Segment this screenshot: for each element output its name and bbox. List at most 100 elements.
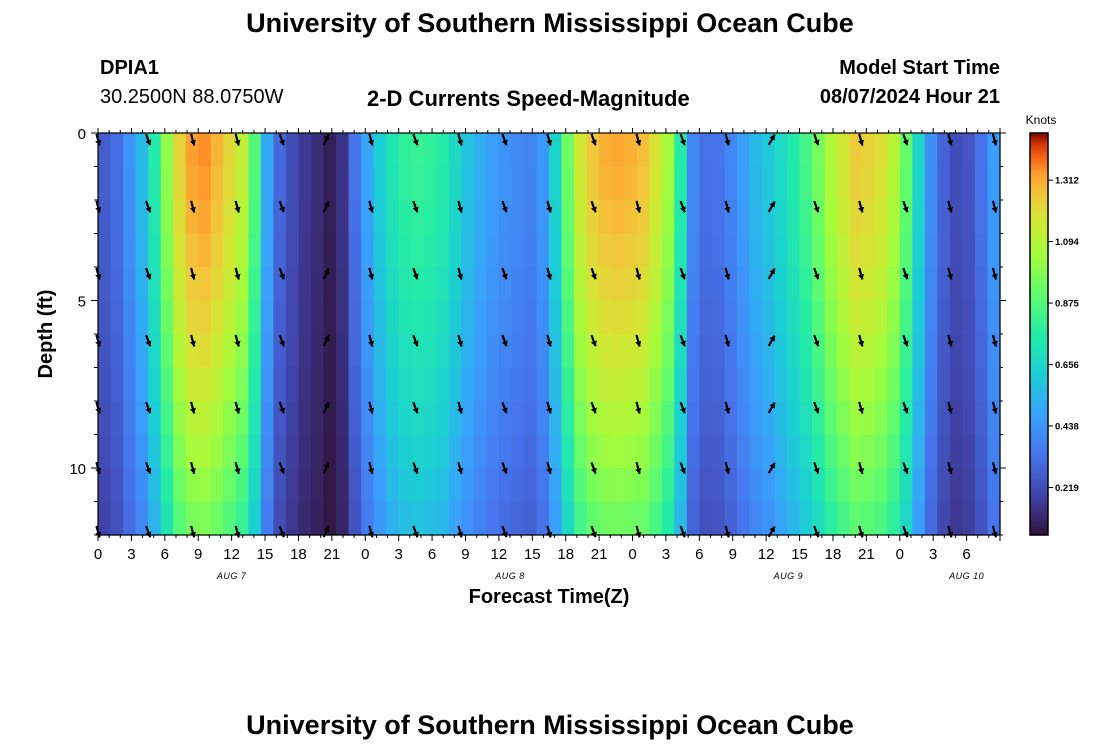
heatmap-cell <box>210 200 224 235</box>
heatmap-cell <box>924 468 938 503</box>
heatmap-cell <box>812 166 826 201</box>
heatmap-cell <box>874 468 888 503</box>
heatmap-cell <box>899 501 913 536</box>
heatmap-cell <box>912 166 926 201</box>
current-vector <box>189 200 196 213</box>
heatmap-cell <box>787 267 801 302</box>
heatmap-cell <box>185 468 199 503</box>
heatmap-cell <box>361 300 375 335</box>
heatmap-cell <box>949 434 964 469</box>
heatmap-cell <box>761 434 776 469</box>
heatmap-cell <box>523 267 538 302</box>
heatmap-cell <box>248 501 262 536</box>
heatmap-cell <box>223 200 237 235</box>
heatmap-cell <box>336 501 350 536</box>
heatmap-cell <box>962 501 976 536</box>
heatmap-cell <box>173 367 187 402</box>
heatmap-cell <box>962 334 976 369</box>
heatmap-cell <box>486 133 500 168</box>
heatmap-cell <box>436 334 450 369</box>
heatmap-cell <box>949 334 964 369</box>
heatmap-cell <box>511 434 525 469</box>
heatmap-cell <box>561 367 575 402</box>
heatmap-cell <box>686 367 700 402</box>
heatmap-cell <box>373 267 387 302</box>
current-vector <box>322 200 330 213</box>
heatmap-cell <box>812 367 826 402</box>
current-vector <box>767 200 776 213</box>
heatmap-cell <box>260 468 274 503</box>
heatmap-cell <box>887 233 901 268</box>
heatmap-cell <box>649 434 663 469</box>
heatmap-cell <box>974 434 989 469</box>
heatmap-cell <box>899 233 913 268</box>
heatmap-cell <box>310 233 325 268</box>
current-vector <box>947 200 954 213</box>
heatmap-cell <box>398 133 412 168</box>
current-vector <box>991 133 998 146</box>
heatmap-cell <box>649 401 663 436</box>
date-label: AUG 8 <box>494 571 525 581</box>
heatmap-cell <box>148 166 162 201</box>
heatmap-cell <box>248 133 262 168</box>
heatmap-cell <box>799 166 813 201</box>
heatmap-cell <box>699 267 713 302</box>
heatmap-cell <box>336 401 350 436</box>
heatmap-cell <box>198 401 212 436</box>
heatmap-cell <box>661 133 675 168</box>
heatmap-cell <box>373 501 387 536</box>
heatmap-cell <box>862 166 876 201</box>
heatmap-cell <box>386 468 400 503</box>
heatmap-cell <box>448 166 462 201</box>
heatmap-cell <box>887 166 901 201</box>
heatmap-cell <box>98 133 112 168</box>
heatmap-cell <box>862 401 876 436</box>
heatmap-cell <box>549 133 563 168</box>
heatmap-cell <box>235 300 249 335</box>
heatmap-cell <box>185 133 199 168</box>
heatmap-cell <box>599 468 613 503</box>
heatmap-cell <box>135 233 149 268</box>
current-vector <box>412 200 419 213</box>
current-vector <box>412 462 419 474</box>
heatmap-cell <box>411 501 425 536</box>
x-tick-label: 9 <box>729 546 737 563</box>
heatmap-cell <box>899 200 913 235</box>
heatmap-cell <box>523 434 538 469</box>
heatmap-cell <box>336 166 350 201</box>
heatmap-cell <box>686 334 700 369</box>
heatmap-cell <box>498 334 513 369</box>
heatmap-cell <box>386 200 400 235</box>
heatmap-cell <box>624 133 638 168</box>
heatmap-cell <box>348 434 362 469</box>
heatmap-cell <box>787 401 801 436</box>
heatmap-cell <box>110 200 124 235</box>
heatmap-cell <box>899 267 913 302</box>
heatmap-cell <box>787 166 801 201</box>
y-tick-label: 5 <box>78 294 86 311</box>
heatmap-cell <box>787 468 801 503</box>
heatmap-cell <box>260 133 274 168</box>
heatmap-cell <box>110 501 124 536</box>
heatmap-cell <box>310 267 325 302</box>
current-vector <box>767 133 776 146</box>
heatmap-cell <box>173 133 187 168</box>
heatmap-cell <box>523 300 538 335</box>
heatmap-cell <box>473 166 487 201</box>
heatmap-cell <box>148 334 162 369</box>
current-vector <box>234 133 241 146</box>
x-tick-label: 21 <box>858 546 875 563</box>
heatmap-cell <box>586 501 600 536</box>
station-id: DPIA1 <box>100 57 159 79</box>
heatmap-cell <box>837 468 851 503</box>
heatmap-cell <box>235 468 249 503</box>
heatmap-cell <box>260 334 274 369</box>
heatmap-cell <box>711 166 725 201</box>
heatmap-cell <box>336 233 350 268</box>
current-vector <box>501 133 508 146</box>
heatmap-cell <box>924 133 938 168</box>
current-vector <box>457 200 464 213</box>
heatmap-cell <box>624 200 638 235</box>
heatmap-cell <box>661 200 675 235</box>
heatmap-cell <box>761 367 776 402</box>
